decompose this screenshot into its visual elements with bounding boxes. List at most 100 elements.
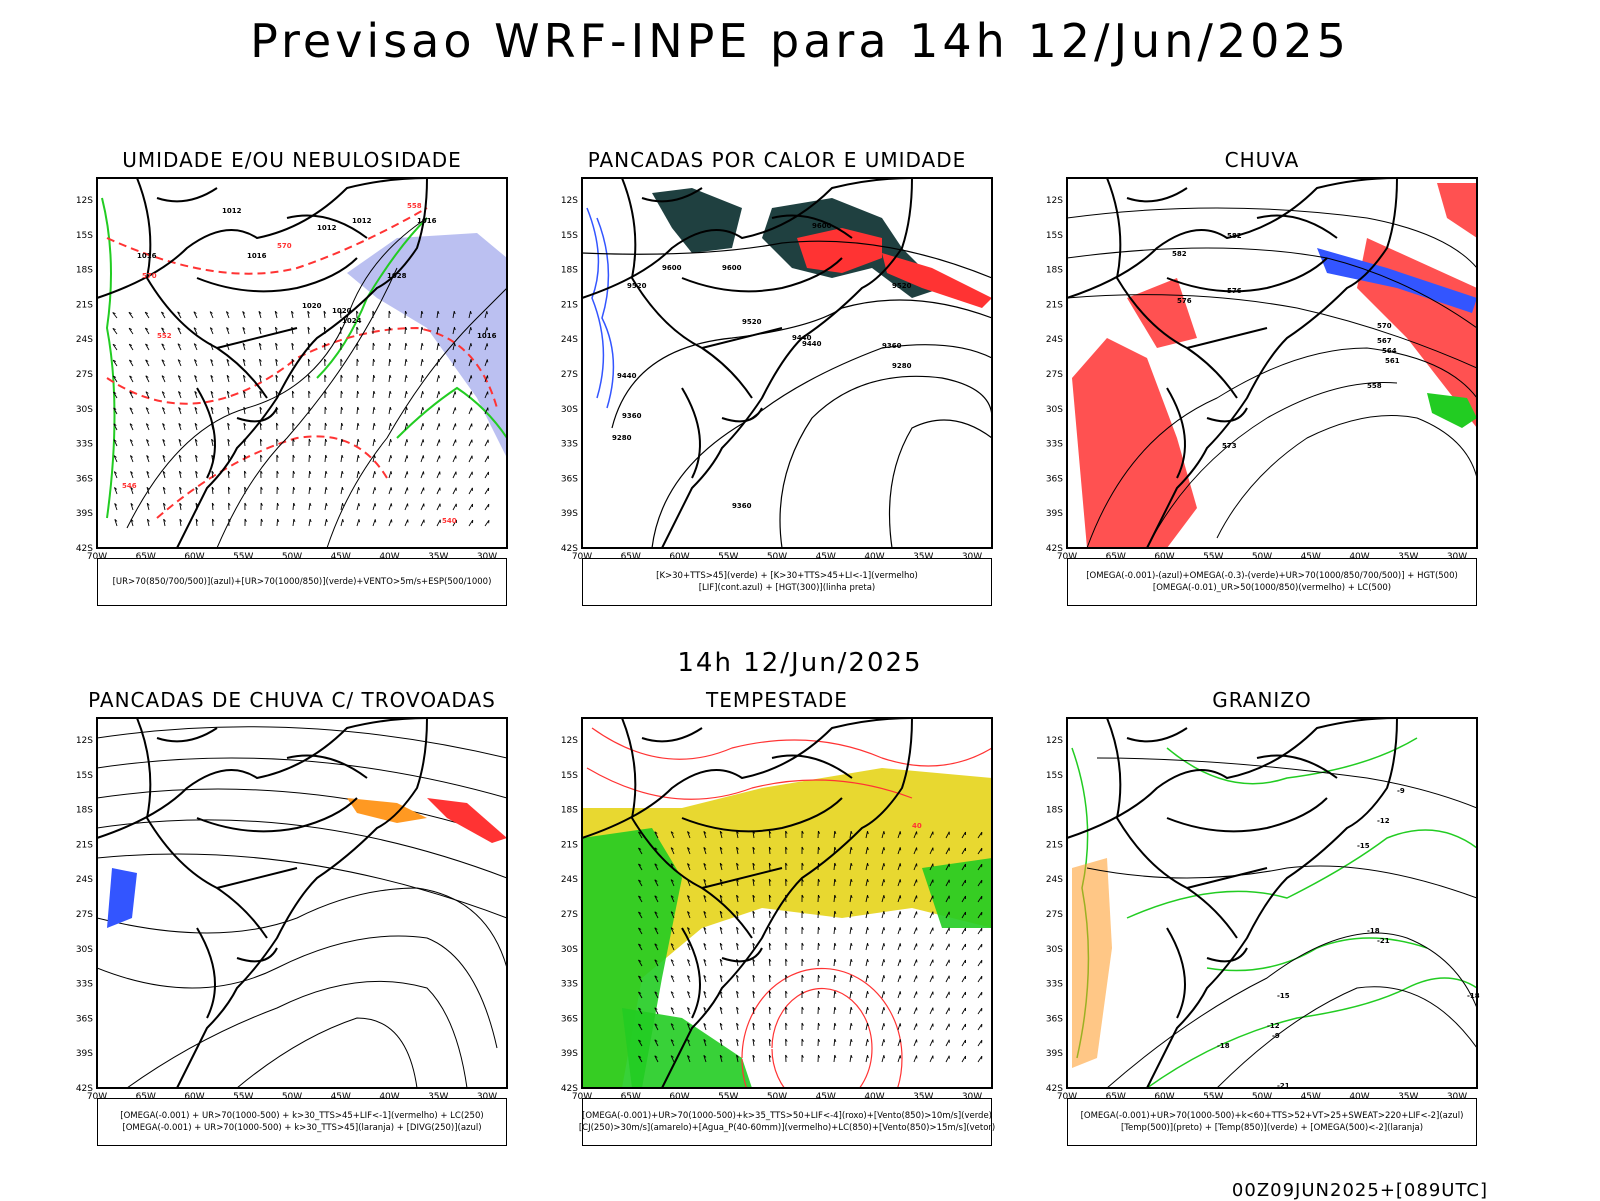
- wind-arrow-head: [867, 975, 868, 978]
- lat-tick-label: 30S: [76, 945, 93, 955]
- wind-arrow: [946, 1056, 949, 1062]
- contour-value-label: 546: [122, 482, 137, 490]
- blue-lif-contours: [587, 208, 613, 408]
- wind-arrow-head: [374, 423, 375, 426]
- wind-arrow: [485, 488, 489, 494]
- hgt300-contour: [652, 345, 992, 548]
- wind-arrow-head: [406, 375, 407, 378]
- wind-arrow-head: [390, 391, 391, 394]
- wind-arrow: [453, 472, 456, 478]
- hgt500-contour: [1067, 208, 1477, 268]
- border-line: [642, 728, 702, 741]
- contour-value-label: -18: [1367, 927, 1380, 935]
- lat-tick-label: 12S: [76, 736, 93, 746]
- legend-line: [OMEGA(-0.01)_UR>50(1000/850)(vermelho) …: [1153, 582, 1391, 594]
- lat-tick-label: 21S: [1046, 840, 1063, 850]
- lat-tick-label: 36S: [1046, 1014, 1063, 1024]
- wind-arrow: [357, 423, 358, 430]
- contour-value-label: 567: [1377, 337, 1392, 345]
- panel-legend: [OMEGA(-0.001)+UR>70(1000-500)+k>35_TTS>…: [582, 1098, 992, 1146]
- wind-arrow-head: [884, 975, 885, 978]
- wind-arrow: [866, 1023, 867, 1030]
- lat-tick-label: 27S: [76, 370, 93, 380]
- wind-arrow: [469, 440, 472, 446]
- wind-arrow: [389, 439, 391, 446]
- wind-arrow-head: [851, 991, 852, 994]
- border-line: [1127, 188, 1187, 201]
- wind-arrow: [341, 439, 342, 446]
- wind-arrow: [421, 327, 422, 334]
- contour-value-label: 564: [1382, 347, 1397, 355]
- wind-arrow: [373, 471, 375, 478]
- wind-arrow: [469, 504, 473, 510]
- lat-tick-label: 21S: [76, 840, 93, 850]
- border-line: [197, 928, 215, 1018]
- wind-arrow: [341, 519, 343, 526]
- wind-arrow-head: [851, 943, 852, 946]
- lat-tick-label: 27S: [561, 370, 578, 380]
- lat-tick-label: 18S: [76, 806, 93, 816]
- contour-value-label: 9520: [627, 282, 647, 290]
- wind-arrow: [914, 975, 917, 982]
- legend-line: [OMEGA(-0.001)+UR>70(1000-500)+k>35_TTS>…: [582, 1110, 992, 1122]
- wind-arrow: [914, 1055, 917, 1062]
- wind-arrow-head: [851, 1007, 852, 1010]
- contour-value-label: 573: [1222, 442, 1237, 450]
- red-pw-contour: [592, 728, 992, 766]
- wind-arrow: [453, 375, 455, 382]
- wind-arrow: [946, 992, 949, 998]
- wind-arrow: [882, 975, 884, 982]
- wind-arrow: [850, 975, 851, 982]
- wind-arrow: [882, 943, 884, 950]
- wind-arrow: [898, 927, 900, 934]
- border-line: [197, 258, 357, 291]
- wind-arrow: [962, 992, 966, 998]
- wind-arrow: [898, 943, 900, 950]
- contour-value-label: 9360: [622, 412, 642, 420]
- wind-arrow: [850, 1007, 851, 1014]
- wind-arrow-head: [884, 959, 885, 962]
- border-line: [237, 408, 277, 421]
- lat-tick-label: 30S: [561, 945, 578, 955]
- wind-arrow: [437, 343, 438, 350]
- wind-arrow: [453, 391, 455, 398]
- wind-arrow: [850, 927, 851, 934]
- temp850-contour: [1127, 830, 1477, 918]
- lat-tick-label: 33S: [76, 980, 93, 990]
- lat-tick-label: 36S: [561, 1014, 578, 1024]
- contour-value-label: -9: [1272, 1032, 1280, 1040]
- wind-arrow: [389, 519, 391, 526]
- wind-arrow: [341, 471, 342, 478]
- wind-arrow: [437, 520, 440, 526]
- streamline: [97, 727, 507, 758]
- panel-title: CHUVA: [1047, 148, 1477, 172]
- coastline-borders: [97, 718, 427, 1088]
- wind-arrow-head: [407, 455, 408, 458]
- wind-arrow: [930, 976, 933, 982]
- lat-tick-label: 15S: [561, 231, 578, 241]
- contour-value-label: -12: [1267, 1022, 1280, 1030]
- legend-line: [CJ(250)>30m/s](amarelo)+[Agua_P(40-60mm…: [579, 1122, 995, 1134]
- wind-arrow: [421, 375, 422, 382]
- lat-tick-label: 30S: [76, 405, 93, 415]
- wind-arrow: [946, 976, 949, 982]
- wind-arrow: [914, 991, 917, 998]
- contour-value-label: 1012: [222, 207, 242, 215]
- wind-arrow: [421, 488, 424, 494]
- wind-arrow-head: [867, 1055, 868, 1058]
- wind-arrow: [309, 487, 310, 494]
- wind-arrow: [946, 960, 949, 966]
- wind-arrow: [834, 991, 835, 998]
- panel-legend: [OMEGA(-0.001)+UR>70(1000-500)+k<60+TTS>…: [1067, 1098, 1477, 1146]
- wind-arrow: [930, 928, 933, 934]
- wind-arrow: [341, 455, 342, 462]
- wind-arrow-head: [900, 927, 901, 930]
- wind-arrow: [309, 471, 310, 478]
- border-line: [137, 718, 267, 938]
- wind-arrow: [405, 359, 406, 366]
- lat-tick-label: 24S: [561, 335, 578, 345]
- wind-arrow-head: [900, 1007, 901, 1010]
